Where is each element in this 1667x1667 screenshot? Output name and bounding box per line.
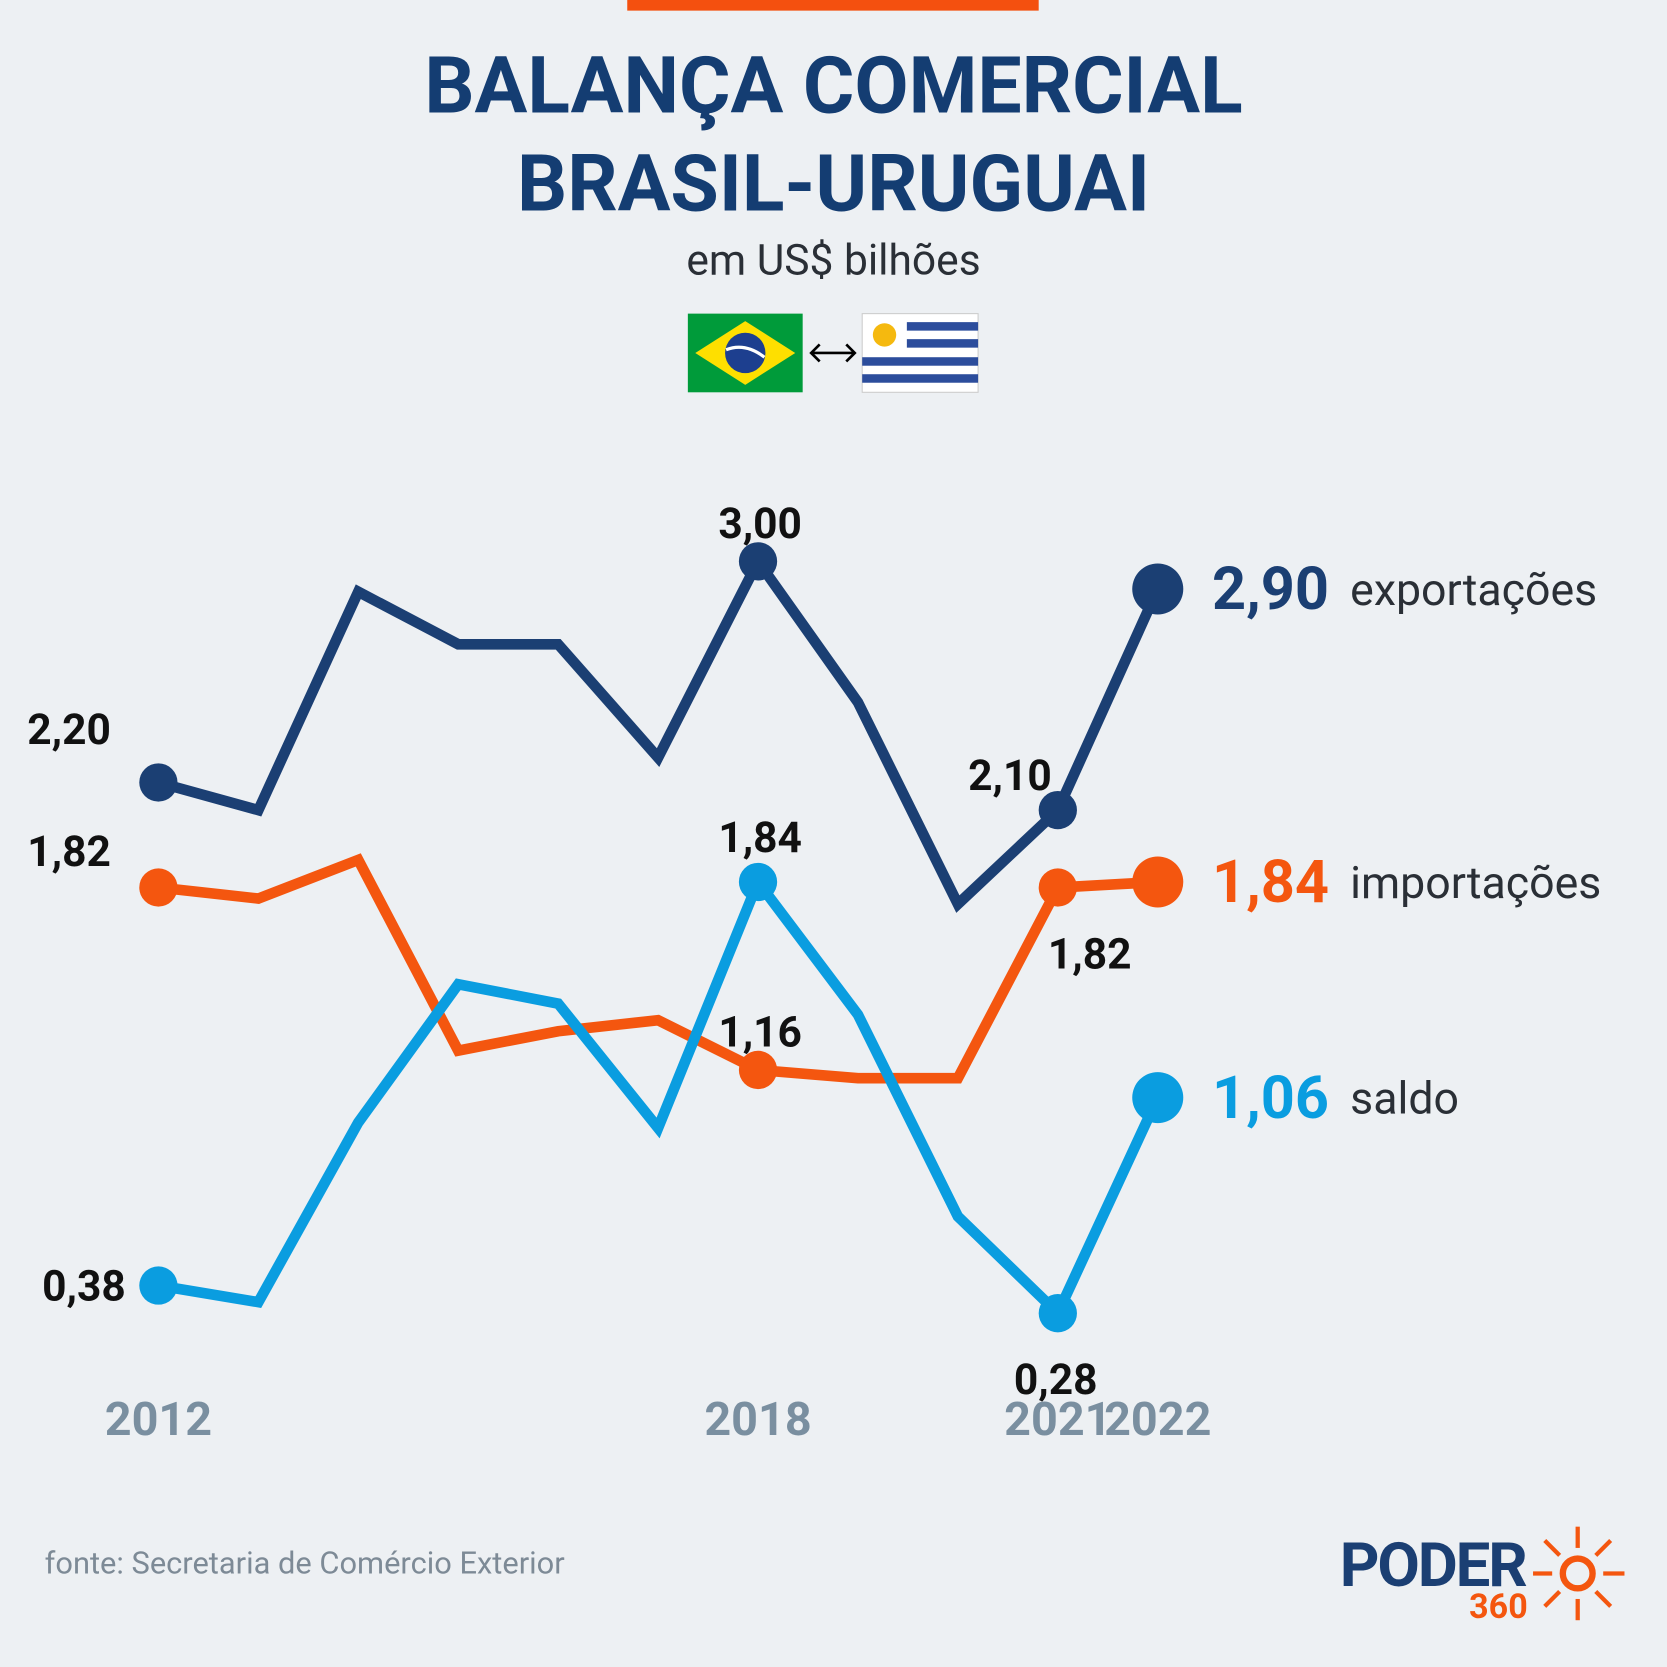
value-label: 2,20 xyxy=(27,706,111,755)
chart-title: BRASIL-URUGUAI xyxy=(517,139,1150,231)
x-tick-label: 2021 xyxy=(1004,1393,1111,1447)
source: fonte: Secretaria de Comércio Exterior xyxy=(45,1544,565,1581)
legend-label: importações xyxy=(1350,857,1601,909)
point-marker xyxy=(139,1266,178,1305)
value-label: 3,00 xyxy=(718,500,802,549)
chart-title: BALANÇA COMERCIAL xyxy=(424,41,1242,133)
point-marker xyxy=(738,862,778,902)
logo-sun xyxy=(1533,1526,1625,1621)
point-marker xyxy=(738,542,778,581)
end-value-label: 1,06 xyxy=(1212,1063,1329,1133)
series-line xyxy=(157,871,1163,1323)
point-marker xyxy=(738,1050,778,1090)
logo-name: PODER xyxy=(1340,1530,1527,1602)
brazil-flag xyxy=(687,313,803,393)
point-marker xyxy=(1132,1072,1184,1124)
end-value-label: 2,90 xyxy=(1212,554,1329,624)
logo-number: 360 xyxy=(1469,1587,1528,1627)
point-marker xyxy=(1038,790,1077,830)
point-marker xyxy=(139,868,178,907)
series-line xyxy=(157,853,1159,1084)
legend-label: saldo xyxy=(1350,1073,1459,1125)
legend-label: exportações xyxy=(1350,564,1597,616)
value-label: 0,38 xyxy=(42,1262,126,1311)
end-value-label: 1,84 xyxy=(1212,847,1329,917)
x-tick-label: 2018 xyxy=(704,1393,811,1447)
value-label: 2,10 xyxy=(968,752,1052,801)
arrow-icon xyxy=(809,343,857,363)
point-marker xyxy=(1038,1294,1077,1333)
chart-subtitle: em US$ bilhões xyxy=(686,236,980,285)
value-label: 0,28 xyxy=(1014,1356,1098,1405)
x-tick-label: 2012 xyxy=(105,1393,212,1447)
uruguay-flag xyxy=(861,313,979,393)
point-marker xyxy=(1038,868,1077,907)
value-label: 1,84 xyxy=(718,814,802,863)
value-label: 1,16 xyxy=(718,1009,802,1058)
point-marker xyxy=(139,763,178,802)
value-label: 1,82 xyxy=(1048,930,1132,979)
value-label: 1,82 xyxy=(27,828,111,877)
top-bar xyxy=(627,0,1039,11)
x-tick-label: 2022 xyxy=(1104,1393,1211,1447)
series-line xyxy=(156,551,1163,913)
point-marker xyxy=(1132,856,1184,908)
point-marker xyxy=(1132,563,1184,615)
